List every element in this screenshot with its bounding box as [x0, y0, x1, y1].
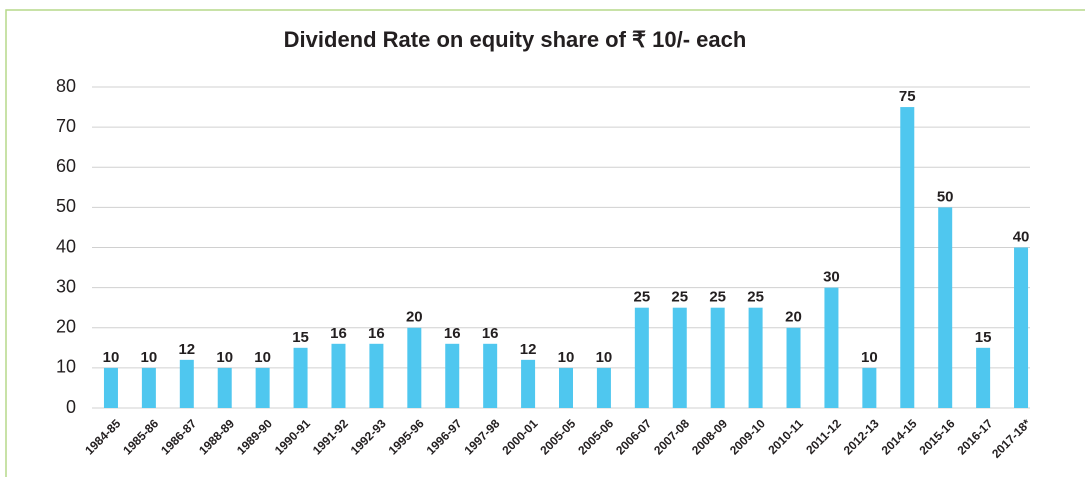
- data-label: 12: [520, 341, 537, 358]
- bar: [634, 307, 649, 408]
- x-tick-label: 1986-87: [158, 416, 199, 457]
- bar: [596, 367, 611, 408]
- x-tick-label: 1988-89: [196, 416, 237, 457]
- data-label: 30: [823, 269, 840, 286]
- x-tick-label: 1989-90: [234, 416, 275, 457]
- y-tick-label: 60: [56, 156, 76, 176]
- y-tick-label: 50: [56, 196, 76, 216]
- x-tick-label: 1995-96: [386, 416, 427, 457]
- chart-title: Dividend Rate on equity share of ₹ 10/- …: [284, 27, 747, 52]
- x-tick-label: 2008-09: [689, 416, 730, 457]
- data-label: 10: [861, 349, 878, 366]
- y-tick-label: 10: [56, 357, 76, 377]
- data-label: 25: [633, 289, 650, 306]
- bar: [103, 367, 118, 408]
- y-tick-label: 20: [56, 317, 76, 337]
- x-tick-label: 2011-12: [803, 416, 844, 457]
- data-label: 40: [1013, 228, 1030, 245]
- bar: [559, 367, 573, 408]
- bar: [672, 307, 687, 408]
- x-tick-label: 1990-91: [272, 416, 313, 457]
- bar: [748, 307, 763, 408]
- data-label: 50: [937, 188, 954, 205]
- bar: [824, 287, 839, 408]
- data-label: 10: [103, 349, 120, 366]
- bar: [293, 347, 308, 408]
- data-label: 10: [216, 349, 233, 366]
- data-label: 20: [785, 309, 802, 326]
- bar: [255, 367, 270, 408]
- bar: [217, 367, 232, 408]
- x-tick-label: 1984-85: [82, 416, 123, 457]
- bar: [445, 343, 460, 408]
- data-label: 25: [747, 289, 764, 306]
- y-tick-label: 30: [56, 276, 76, 296]
- bar: [141, 367, 156, 408]
- bar: [483, 343, 498, 408]
- x-tick-label: 2006-07: [613, 416, 654, 457]
- data-label: 20: [406, 309, 423, 326]
- x-tick-label: 2014-15: [879, 416, 920, 457]
- data-label: 25: [709, 289, 726, 306]
- y-tick-label: 0: [66, 397, 76, 417]
- bar: [331, 343, 346, 408]
- data-label: 15: [292, 329, 309, 346]
- bar: [786, 327, 801, 408]
- x-tick-label: 2005-05: [537, 416, 578, 457]
- data-label: 25: [671, 289, 688, 306]
- x-tick-label: 2009-10: [727, 416, 768, 457]
- x-tick-label: 2010-11: [765, 416, 806, 457]
- data-label: 10: [596, 349, 613, 366]
- x-tick-label: 1997-98: [461, 416, 502, 457]
- x-tick-label: 1991-92: [310, 416, 351, 457]
- x-tick-label: 2005-06: [575, 416, 616, 457]
- y-tick-label: 80: [56, 76, 76, 96]
- data-label: 15: [975, 329, 992, 346]
- bar: [407, 327, 422, 408]
- data-label: 12: [178, 341, 195, 358]
- data-label: 16: [482, 325, 499, 342]
- bar: [369, 343, 384, 408]
- data-label: 16: [444, 325, 461, 342]
- x-tick-label: 1996-97: [424, 416, 465, 457]
- bar: [976, 347, 991, 408]
- data-label: 10: [558, 349, 575, 366]
- y-tick-label: 70: [56, 116, 76, 136]
- x-tick-label: 2000-01: [499, 416, 540, 457]
- bar: [938, 207, 953, 408]
- x-tick-label: 2017-18*: [989, 416, 1034, 461]
- data-label: 10: [254, 349, 271, 366]
- x-tick-label: 2012-13: [841, 416, 882, 457]
- data-label: 75: [899, 88, 916, 105]
- x-tick-label: 1992-93: [348, 416, 389, 457]
- bar: [710, 307, 725, 408]
- bar: [900, 107, 915, 408]
- x-tick-label: 1985-86: [120, 416, 161, 457]
- data-label: 16: [368, 325, 385, 342]
- x-tick-label: 2007-08: [651, 416, 692, 457]
- frame: [5, 9, 1085, 477]
- data-label: 10: [141, 349, 158, 366]
- x-tick-label: 2015-16: [917, 416, 958, 457]
- bar: [179, 359, 194, 408]
- bar: [521, 359, 536, 408]
- bar: [1014, 247, 1029, 408]
- y-tick-label: 40: [56, 236, 76, 256]
- data-label: 16: [330, 325, 347, 342]
- bar: [862, 367, 877, 408]
